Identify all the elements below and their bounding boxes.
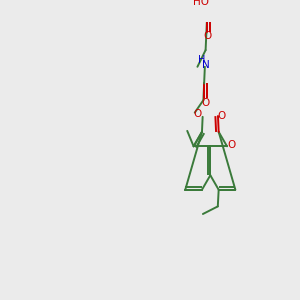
Text: N: N [202,60,210,70]
Text: O: O [227,140,235,150]
Text: O: O [201,98,209,108]
Text: H: H [198,55,206,65]
Text: HO: HO [193,0,209,7]
Text: O: O [203,32,211,41]
Text: O: O [194,109,202,119]
Text: O: O [218,111,226,121]
